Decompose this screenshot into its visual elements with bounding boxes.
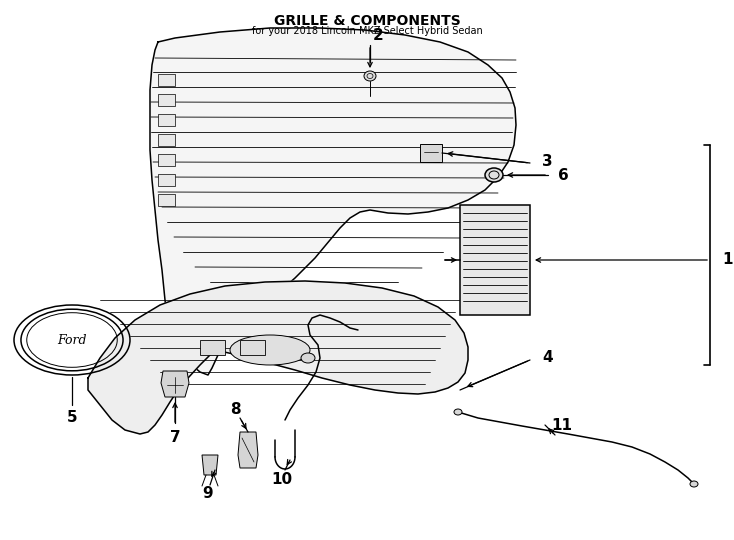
Text: 4: 4	[542, 350, 553, 366]
Text: 8: 8	[230, 402, 240, 417]
Text: 3: 3	[542, 153, 553, 168]
Text: 11: 11	[551, 417, 573, 433]
Ellipse shape	[230, 335, 310, 365]
Polygon shape	[161, 371, 189, 397]
Polygon shape	[150, 28, 516, 375]
Polygon shape	[158, 114, 175, 126]
Text: 10: 10	[272, 472, 293, 488]
Text: 1: 1	[722, 253, 733, 267]
Polygon shape	[240, 340, 265, 355]
Polygon shape	[158, 74, 175, 86]
Ellipse shape	[690, 481, 698, 487]
Text: 6: 6	[558, 167, 569, 183]
Polygon shape	[158, 174, 175, 186]
Polygon shape	[158, 134, 175, 146]
Polygon shape	[420, 144, 442, 162]
Ellipse shape	[301, 353, 315, 363]
Text: GRILLE & COMPONENTS: GRILLE & COMPONENTS	[274, 14, 460, 28]
Text: 2: 2	[373, 29, 383, 44]
Polygon shape	[88, 281, 468, 434]
Polygon shape	[202, 455, 218, 475]
Polygon shape	[158, 194, 175, 206]
Text: 5: 5	[67, 409, 77, 424]
Text: 7: 7	[170, 429, 181, 444]
Text: for your 2018 Lincoln MKZ Select Hybrid Sedan: for your 2018 Lincoln MKZ Select Hybrid …	[252, 26, 482, 36]
Polygon shape	[460, 205, 530, 315]
Ellipse shape	[454, 409, 462, 415]
Ellipse shape	[364, 71, 376, 81]
Polygon shape	[158, 94, 175, 106]
Ellipse shape	[485, 168, 503, 182]
Polygon shape	[200, 340, 225, 355]
Polygon shape	[158, 154, 175, 166]
Text: Ford: Ford	[57, 334, 87, 347]
Polygon shape	[238, 432, 258, 468]
Text: 9: 9	[203, 485, 214, 501]
